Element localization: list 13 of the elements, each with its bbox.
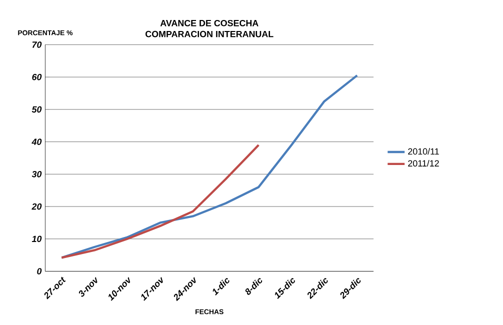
legend-label: 2011/12 — [408, 160, 439, 167]
line-series — [60, 144, 260, 259]
chart-title: AVANCE DE COSECHA COMPARACION INTERANUAL — [146, 20, 274, 38]
legend-label: 2010/11 — [408, 148, 439, 155]
y-tick-label: 50 — [32, 106, 42, 113]
y-tick-label: 20 — [32, 203, 42, 210]
line-series — [60, 74, 358, 259]
y-tick-label: 40 — [32, 138, 42, 145]
y-tick-label: 0 — [37, 268, 42, 274]
y-tick-label: 70 — [32, 42, 42, 48]
y-tick-label: 10 — [32, 236, 42, 242]
y-tick-label: 30 — [32, 171, 42, 178]
y-tick-label: 60 — [32, 74, 42, 80]
